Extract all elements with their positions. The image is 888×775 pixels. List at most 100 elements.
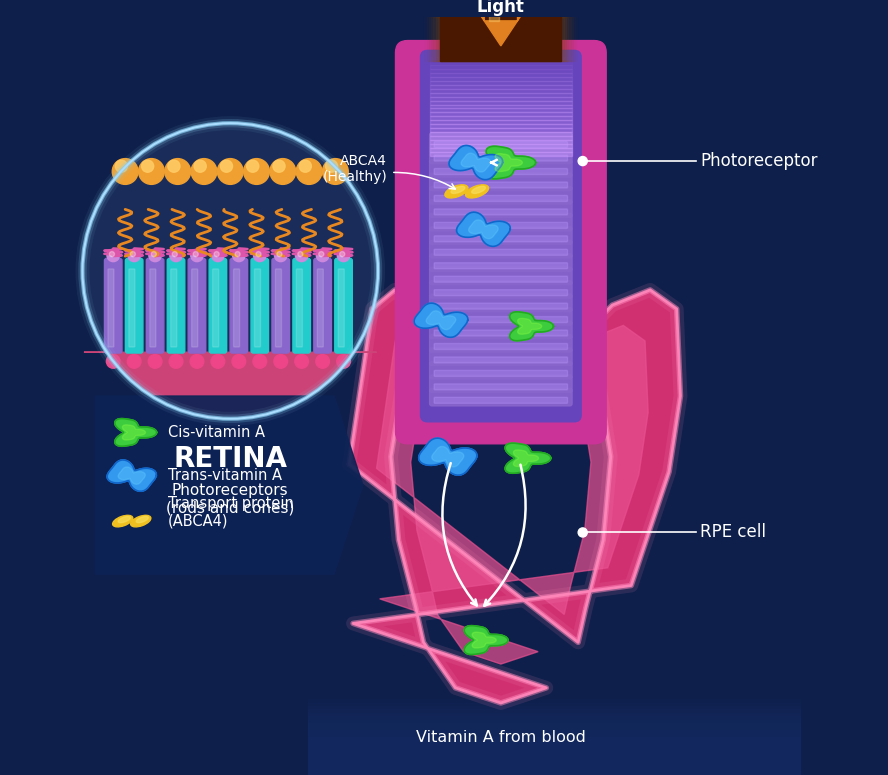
- Circle shape: [211, 250, 224, 262]
- Circle shape: [191, 159, 217, 184]
- Polygon shape: [496, 153, 522, 171]
- FancyBboxPatch shape: [275, 269, 281, 347]
- Text: Photoreceptor: Photoreceptor: [700, 152, 818, 170]
- Circle shape: [115, 160, 128, 172]
- Bar: [307, 726, 800, 775]
- Bar: [438, 17, 564, 61]
- Circle shape: [297, 159, 322, 184]
- Bar: [424, 17, 577, 61]
- Bar: [307, 760, 800, 775]
- Bar: [307, 713, 800, 775]
- Circle shape: [322, 159, 348, 184]
- Bar: [430, 84, 572, 89]
- Bar: [430, 116, 572, 120]
- Circle shape: [235, 252, 240, 257]
- Circle shape: [243, 159, 269, 184]
- Bar: [307, 737, 800, 775]
- FancyBboxPatch shape: [430, 133, 572, 150]
- Circle shape: [151, 252, 156, 257]
- Circle shape: [220, 160, 233, 172]
- Bar: [430, 77, 572, 81]
- Circle shape: [337, 355, 351, 368]
- Bar: [431, 17, 571, 61]
- Polygon shape: [414, 303, 468, 337]
- Circle shape: [112, 159, 138, 184]
- Polygon shape: [432, 446, 464, 467]
- Circle shape: [273, 160, 285, 172]
- Bar: [307, 747, 800, 775]
- Text: Trans-vitamin A: Trans-vitamin A: [168, 468, 282, 483]
- Circle shape: [107, 355, 120, 368]
- FancyBboxPatch shape: [108, 269, 114, 347]
- Polygon shape: [349, 290, 680, 703]
- Ellipse shape: [451, 186, 464, 194]
- FancyBboxPatch shape: [430, 254, 572, 271]
- Bar: [307, 740, 800, 775]
- Circle shape: [296, 250, 308, 262]
- Text: Vitamin A from blood: Vitamin A from blood: [416, 729, 586, 745]
- FancyBboxPatch shape: [430, 348, 572, 366]
- FancyBboxPatch shape: [434, 343, 567, 350]
- Polygon shape: [123, 425, 146, 440]
- FancyBboxPatch shape: [430, 388, 572, 406]
- Text: RPE cell: RPE cell: [700, 523, 766, 542]
- Circle shape: [139, 159, 164, 184]
- Circle shape: [339, 252, 345, 257]
- FancyBboxPatch shape: [434, 222, 567, 229]
- Ellipse shape: [118, 516, 131, 522]
- FancyBboxPatch shape: [395, 40, 607, 444]
- Ellipse shape: [113, 515, 133, 527]
- Circle shape: [578, 528, 587, 537]
- Bar: [307, 733, 800, 775]
- FancyBboxPatch shape: [434, 303, 567, 309]
- Bar: [307, 699, 800, 775]
- FancyBboxPatch shape: [434, 209, 567, 215]
- Bar: [307, 764, 800, 775]
- Polygon shape: [377, 326, 648, 664]
- Circle shape: [148, 355, 162, 368]
- Polygon shape: [486, 146, 535, 179]
- Polygon shape: [118, 467, 146, 484]
- Circle shape: [326, 160, 337, 172]
- Text: ABCA4
(Healthy): ABCA4 (Healthy): [322, 153, 387, 184]
- Bar: [430, 140, 572, 144]
- Circle shape: [211, 355, 225, 368]
- Bar: [307, 743, 800, 775]
- Circle shape: [83, 123, 378, 418]
- Circle shape: [141, 160, 154, 172]
- FancyBboxPatch shape: [188, 258, 206, 353]
- Polygon shape: [461, 153, 490, 172]
- FancyBboxPatch shape: [251, 258, 268, 353]
- Circle shape: [107, 250, 120, 262]
- Circle shape: [149, 250, 162, 262]
- Circle shape: [128, 250, 140, 262]
- Circle shape: [253, 355, 266, 368]
- Bar: [307, 706, 800, 775]
- FancyBboxPatch shape: [313, 258, 331, 353]
- Bar: [430, 120, 572, 124]
- FancyBboxPatch shape: [430, 227, 572, 244]
- Polygon shape: [418, 438, 477, 475]
- Polygon shape: [449, 146, 503, 180]
- Bar: [430, 57, 572, 61]
- Polygon shape: [489, 0, 498, 21]
- Bar: [440, 17, 561, 61]
- Polygon shape: [464, 625, 508, 655]
- FancyBboxPatch shape: [255, 269, 260, 347]
- Bar: [440, 17, 561, 61]
- FancyBboxPatch shape: [335, 258, 353, 353]
- FancyBboxPatch shape: [234, 269, 240, 347]
- Bar: [307, 757, 800, 775]
- Polygon shape: [471, 0, 531, 46]
- FancyBboxPatch shape: [430, 173, 572, 191]
- Bar: [307, 730, 800, 775]
- FancyBboxPatch shape: [434, 290, 567, 296]
- Bar: [433, 17, 568, 61]
- FancyBboxPatch shape: [125, 258, 143, 353]
- Bar: [307, 754, 800, 775]
- Bar: [430, 148, 572, 152]
- FancyBboxPatch shape: [430, 335, 572, 352]
- FancyBboxPatch shape: [230, 258, 248, 353]
- FancyBboxPatch shape: [434, 398, 567, 403]
- Polygon shape: [513, 449, 539, 467]
